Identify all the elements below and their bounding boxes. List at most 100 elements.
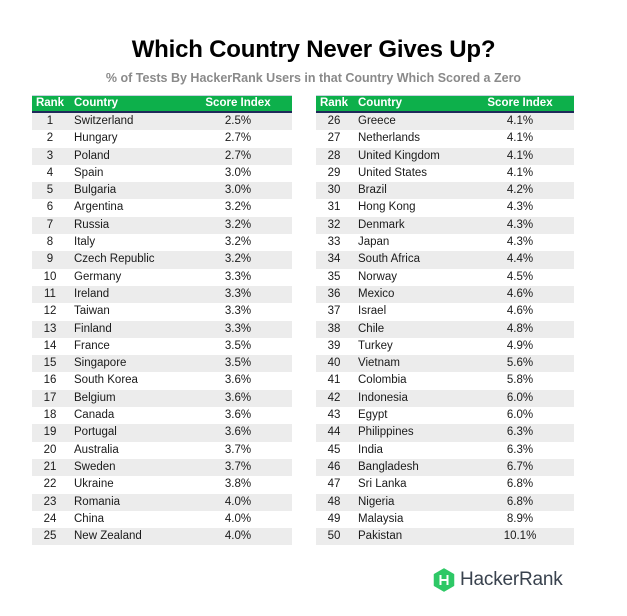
table-row: 30 Brazil 4.2% xyxy=(316,182,574,200)
table-row: 4 Spain 3.0% xyxy=(32,164,292,183)
table-row: 17 Belgium 3.6% xyxy=(32,389,292,408)
country-cell: Mexico xyxy=(358,287,395,300)
score-cell: 3.0% xyxy=(224,166,252,179)
score-cell: 6.0% xyxy=(506,391,534,404)
score-cell: 3.2% xyxy=(224,201,252,214)
rank-cell: 17 xyxy=(43,391,57,404)
country-cell: Denmark xyxy=(358,218,405,231)
table-row: 2 Hungary 2.7% xyxy=(32,130,292,148)
rank-cell: 45 xyxy=(327,443,341,456)
country-cell: Colombia xyxy=(358,374,407,387)
country-cell: Romania xyxy=(74,495,121,508)
score-cell: 4.6% xyxy=(506,305,534,318)
rank-cell: 20 xyxy=(43,443,57,456)
table-row: 47 Sri Lanka 6.8% xyxy=(316,476,574,494)
score-cell: 2.7% xyxy=(224,149,252,162)
rank-cell: 32 xyxy=(327,218,341,231)
rank-cell: 36 xyxy=(327,287,341,300)
table-row: 7 Russia 3.2% xyxy=(32,216,292,235)
country-cell: South Africa xyxy=(358,253,421,266)
country-cell: Norway xyxy=(358,270,397,283)
rank-cell: 48 xyxy=(327,495,341,508)
rank-cell: 2 xyxy=(46,132,54,145)
rank-cell: 10 xyxy=(43,270,57,283)
country-cell: Belgium xyxy=(74,391,116,404)
hackerrank-hexagon-icon xyxy=(433,568,455,592)
rank-cell: 38 xyxy=(327,322,341,335)
table-row: 34 South Africa 4.4% xyxy=(316,251,574,269)
table-row: 6 Argentina 3.2% xyxy=(32,199,292,217)
country-cell: Netherlands xyxy=(358,132,421,145)
rank-cell: 29 xyxy=(327,166,341,179)
rank-cell: 46 xyxy=(327,460,341,473)
country-cell: Singapore xyxy=(74,357,127,370)
rank-cell: 28 xyxy=(327,149,341,162)
country-cell: Canada xyxy=(74,409,115,422)
rank-cell: 35 xyxy=(327,270,341,283)
score-column-header: Score Index xyxy=(205,97,271,109)
table-row: 15 Singapore 3.5% xyxy=(32,355,292,373)
rank-cell: 24 xyxy=(43,512,57,525)
country-cell: Spain xyxy=(74,166,104,179)
table-row: 39 Turkey 4.9% xyxy=(316,337,574,356)
country-cell: Switzerland xyxy=(74,115,134,127)
rank-cell: 27 xyxy=(327,132,341,145)
table-body: 26 Greece 4.1% 27 Netherlands 4.1% 28 United Ki… xyxy=(316,113,574,546)
table-row: 24 China 4.0% xyxy=(32,510,292,529)
table-row: 14 France 3.5% xyxy=(32,337,292,356)
score-cell: 2.5% xyxy=(224,115,252,127)
table-row: 28 United Kingdom 4.1% xyxy=(316,147,574,165)
rank-cell: 42 xyxy=(327,391,341,404)
table-body: 1 Switzerland 2.5% 2 Hungary 2.7% 3 Poland 2.7% 4… xyxy=(32,113,292,546)
country-cell: New Zealand xyxy=(74,530,142,543)
rank-cell: 30 xyxy=(327,184,341,197)
country-cell: South Korea xyxy=(74,374,138,387)
rank-cell: 7 xyxy=(46,218,54,231)
score-cell: 4.0% xyxy=(224,530,252,543)
table-row: 25 New Zealand 4.0% xyxy=(32,528,292,546)
rank-cell: 25 xyxy=(43,530,57,543)
table-row: 41 Colombia 5.8% xyxy=(316,372,574,390)
score-cell: 4.9% xyxy=(506,339,534,352)
country-cell: Italy xyxy=(74,236,96,249)
table-row: 40 Vietnam 5.6% xyxy=(316,355,574,373)
country-cell: Philippines xyxy=(358,426,414,439)
table-row: 19 Portugal 3.6% xyxy=(32,424,292,442)
table-row: 1 Switzerland 2.5% xyxy=(32,113,292,131)
score-cell: 6.8% xyxy=(506,478,534,491)
score-cell: 5.8% xyxy=(506,374,534,387)
rank-cell: 1 xyxy=(46,115,54,127)
country-cell: United States xyxy=(358,166,428,179)
country-cell: Germany xyxy=(74,270,122,283)
score-column-header: Score Index xyxy=(487,97,553,109)
country-cell: Bulgaria xyxy=(74,184,117,197)
country-cell: Czech Republic xyxy=(74,253,155,266)
country-cell: Taiwan xyxy=(74,305,110,318)
country-cell: France xyxy=(74,339,110,352)
score-cell: 3.3% xyxy=(224,287,252,300)
country-cell: Finland xyxy=(74,322,112,335)
table-row: 18 Canada 3.6% xyxy=(32,407,292,425)
table-row: 10 Germany 3.3% xyxy=(32,268,292,286)
rank-cell: 34 xyxy=(327,253,341,266)
country-cell: India xyxy=(358,443,383,456)
rank-cell: 19 xyxy=(43,426,57,439)
country-cell: Nigeria xyxy=(358,495,395,508)
table-row: 21 Sweden 3.7% xyxy=(32,458,292,477)
score-cell: 3.6% xyxy=(224,409,252,422)
country-cell: Chile xyxy=(358,322,385,335)
rank-cell: 22 xyxy=(43,478,57,491)
rank-cell: 3 xyxy=(46,149,54,162)
table-row: 44 Philippines 6.3% xyxy=(316,424,574,442)
score-cell: 4.4% xyxy=(506,253,534,266)
country-cell: Hong Kong xyxy=(358,201,416,214)
rank-cell: 41 xyxy=(327,374,341,387)
score-cell: 4.2% xyxy=(506,184,534,197)
country-cell: Egypt xyxy=(358,409,388,422)
score-cell: 4.1% xyxy=(506,166,534,179)
table-header: Rank Country Score Index xyxy=(32,95,292,113)
score-cell: 6.8% xyxy=(506,495,534,508)
score-cell: 4.3% xyxy=(506,236,534,249)
country-cell: Vietnam xyxy=(358,357,400,370)
table-row: 11 Ireland 3.3% xyxy=(32,285,292,304)
